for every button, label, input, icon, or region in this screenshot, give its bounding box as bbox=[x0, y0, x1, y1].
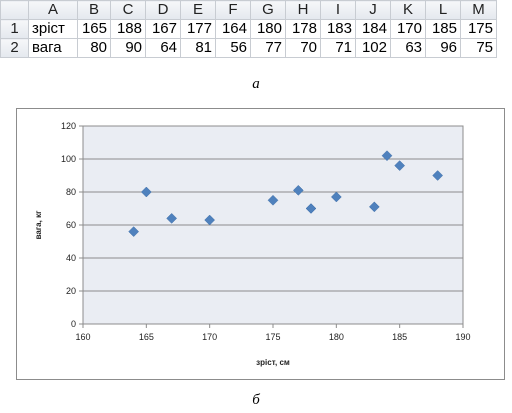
cell[interactable]: 56 bbox=[215, 38, 251, 58]
cell[interactable]: 80 bbox=[77, 38, 111, 58]
scatter-chart: 0 20 40 60 80 100 120 160 165 170 175 180 185 190 зріс… bbox=[16, 108, 505, 380]
x-axis-label: зріст, см bbox=[256, 358, 290, 367]
cell[interactable]: 178 bbox=[285, 19, 321, 39]
cell[interactable]: 167 bbox=[145, 19, 181, 39]
cell[interactable]: 175 bbox=[460, 19, 497, 39]
cell[interactable]: 164 bbox=[215, 19, 251, 39]
cell[interactable]: 183 bbox=[320, 19, 356, 39]
y-tick-label: 60 bbox=[66, 220, 76, 230]
column-header[interactable]: K bbox=[390, 0, 426, 20]
x-tick-label: 160 bbox=[75, 332, 90, 342]
cell[interactable]: 185 bbox=[425, 19, 461, 39]
x-tick-label: 175 bbox=[265, 332, 280, 342]
caption-a: а bbox=[252, 76, 260, 92]
data-point bbox=[305, 203, 317, 214]
cell[interactable]: 71 bbox=[320, 38, 356, 58]
data-point bbox=[432, 170, 444, 181]
data-point bbox=[204, 214, 216, 226]
cell[interactable]: 75 bbox=[460, 38, 497, 58]
data-point bbox=[267, 194, 279, 206]
data-point bbox=[330, 191, 342, 203]
column-header[interactable]: F bbox=[215, 0, 251, 20]
cell[interactable]: 177 bbox=[180, 19, 216, 39]
data-point bbox=[166, 213, 178, 224]
data-point bbox=[368, 201, 380, 213]
y-tick-label: 40 bbox=[66, 253, 76, 263]
column-header[interactable]: C bbox=[110, 0, 146, 20]
table-row: 1 зріст 165 188 167 177 164 180 178 183 … bbox=[0, 19, 497, 39]
cell[interactable]: 63 bbox=[390, 38, 426, 58]
column-header[interactable]: D bbox=[145, 0, 181, 20]
column-header[interactable]: H bbox=[285, 0, 321, 20]
cell[interactable]: 165 bbox=[77, 19, 111, 39]
x-tick-label: 165 bbox=[139, 332, 154, 342]
y-tick-label: 0 bbox=[71, 319, 76, 329]
row-header[interactable]: 1 bbox=[0, 19, 29, 39]
x-tick-label: 180 bbox=[329, 332, 344, 342]
cell[interactable]: 70 bbox=[285, 38, 321, 58]
column-header[interactable]: J bbox=[355, 0, 391, 20]
column-header-row: A B C D E F G H I J K L M bbox=[0, 0, 497, 20]
cell[interactable]: 180 bbox=[250, 19, 286, 39]
y-tick-label: 100 bbox=[61, 154, 76, 164]
cell[interactable]: 96 bbox=[425, 38, 461, 58]
data-point bbox=[292, 184, 304, 196]
cell[interactable]: 64 bbox=[145, 38, 181, 58]
column-header[interactable]: E bbox=[180, 0, 216, 20]
column-header[interactable]: M bbox=[460, 0, 497, 20]
cell[interactable]: зріст bbox=[28, 19, 78, 39]
y-tick-label: 20 bbox=[66, 286, 76, 296]
x-tick-label: 185 bbox=[392, 332, 407, 342]
cell[interactable]: 184 bbox=[355, 19, 391, 39]
select-all-corner[interactable] bbox=[0, 0, 29, 20]
column-header[interactable]: B bbox=[77, 0, 111, 20]
row-header[interactable]: 2 bbox=[0, 38, 29, 58]
data-point bbox=[140, 186, 152, 198]
data-point bbox=[381, 150, 393, 162]
cell[interactable]: вага bbox=[28, 38, 78, 58]
spreadsheet: A B C D E F G H I J K L M 1 зріст 165 18… bbox=[0, 0, 497, 58]
y-axis-label: вага, кг bbox=[34, 210, 43, 239]
column-header[interactable]: G bbox=[250, 0, 286, 20]
y-tick-label: 120 bbox=[61, 121, 76, 131]
column-header[interactable]: L bbox=[425, 0, 461, 20]
column-header[interactable]: I bbox=[320, 0, 356, 20]
cell[interactable]: 90 bbox=[110, 38, 146, 58]
table-row: 2 вага 80 90 64 81 56 77 70 71 102 63 96… bbox=[0, 38, 497, 58]
cell[interactable]: 102 bbox=[355, 38, 391, 58]
cell[interactable]: 81 bbox=[180, 38, 216, 58]
caption-b: б bbox=[252, 392, 260, 408]
data-point bbox=[128, 226, 140, 237]
cell[interactable]: 170 bbox=[390, 19, 426, 39]
chart-canvas: 0 20 40 60 80 100 120 160 165 170 175 180 185 190 зріс… bbox=[34, 121, 471, 367]
x-tick-label: 170 bbox=[202, 332, 217, 342]
column-header[interactable]: A bbox=[28, 0, 78, 20]
data-point bbox=[394, 160, 406, 171]
y-tick-label: 80 bbox=[66, 187, 76, 197]
x-tick-label: 190 bbox=[455, 332, 470, 342]
cell[interactable]: 188 bbox=[110, 19, 146, 39]
cell[interactable]: 77 bbox=[250, 38, 286, 58]
